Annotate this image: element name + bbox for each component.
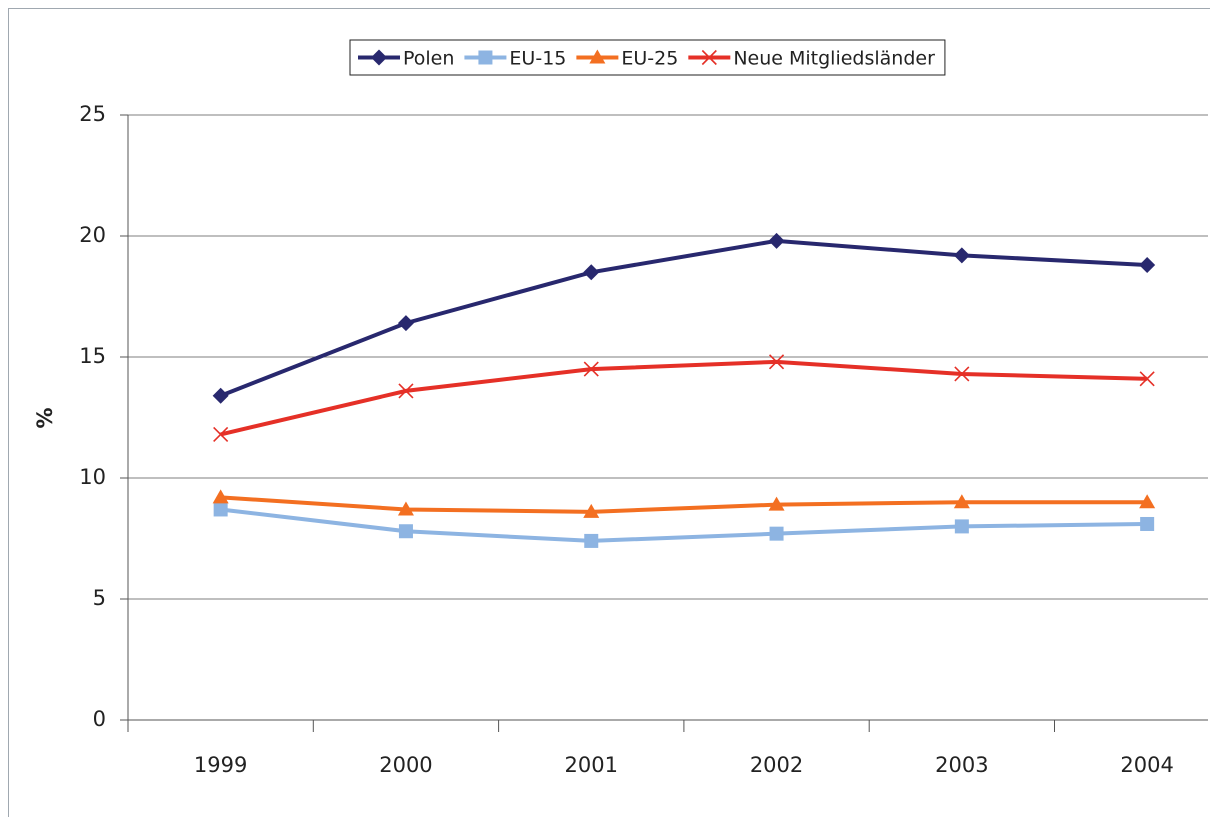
marker [701, 49, 717, 66]
marker [212, 489, 229, 504]
marker [478, 50, 493, 65]
marker [212, 387, 229, 404]
marker [397, 501, 414, 516]
series-line [220, 507, 1148, 543]
series-line [219, 238, 1148, 398]
x-tick-label: 2002 [750, 753, 803, 777]
legend-box [349, 39, 946, 76]
legend-label: Neue Mitgliedsländer [733, 48, 935, 70]
marker [768, 496, 785, 511]
marker [953, 494, 970, 509]
marker [1139, 257, 1156, 274]
series-line [220, 495, 1148, 514]
marker [398, 524, 413, 539]
y-tick-label: 0 [93, 707, 106, 731]
y-tick-label: 10 [79, 465, 106, 489]
y-tick-label: 15 [79, 344, 106, 368]
marker [213, 502, 228, 517]
marker [213, 426, 229, 443]
x-tick-label: 2001 [565, 753, 618, 777]
marker [1140, 516, 1155, 531]
marker [371, 49, 387, 66]
y-tick-label: 25 [79, 102, 106, 126]
marker [954, 366, 970, 382]
marker [1139, 371, 1155, 387]
marker [583, 264, 600, 281]
legend-label: Polen [403, 48, 454, 70]
marker [398, 383, 414, 399]
x-tick-label: 2004 [1120, 753, 1173, 777]
marker [583, 503, 600, 518]
marker [589, 49, 606, 64]
marker [954, 519, 969, 534]
marker [768, 232, 785, 249]
marker [769, 526, 784, 541]
marker [397, 315, 414, 332]
marker [953, 247, 970, 264]
marker [768, 354, 785, 370]
x-tick-label: 2000 [379, 753, 432, 777]
marker [583, 361, 599, 377]
x-tick-label: 2003 [935, 753, 988, 777]
y-axis-label: % [33, 407, 57, 428]
series-line [220, 359, 1148, 437]
y-tick-label: 5 [93, 586, 106, 610]
y-tick-label: 20 [79, 223, 106, 247]
marker [584, 533, 599, 548]
legend: Polen EU-15 EU-25 Neue Mitgliedsländer [349, 39, 946, 76]
chart-frame [8, 8, 1210, 817]
legend-label: EU-15 [509, 48, 566, 70]
legend-label: EU-25 [621, 48, 678, 70]
x-tick-label: 1999 [194, 753, 247, 777]
marker [1139, 494, 1156, 509]
